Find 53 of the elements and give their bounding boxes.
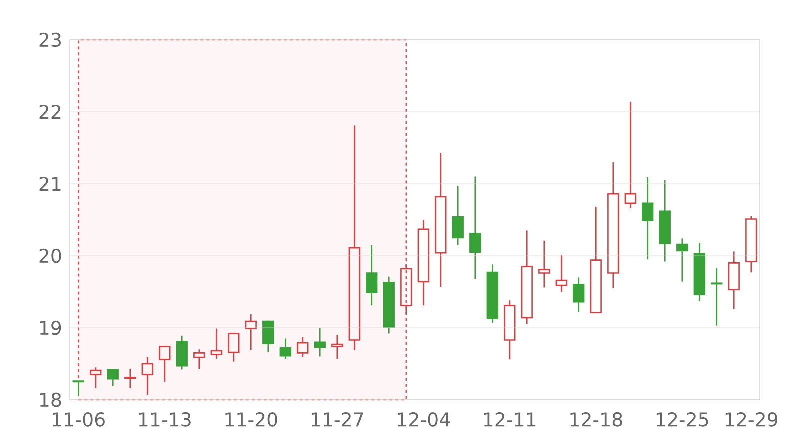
candlestick: [124, 368, 136, 390]
candlestick: [348, 125, 360, 351]
candlestick: [366, 244, 378, 306]
candlestick: [573, 276, 585, 313]
candlestick: [711, 268, 723, 326]
candlestick: [608, 162, 620, 290]
candlestick: [245, 314, 257, 351]
candlestick: [676, 238, 688, 283]
x-tick-label: 12-25: [656, 412, 708, 427]
candlestick: [142, 356, 154, 396]
candlestick: [435, 152, 447, 288]
candlestick: [538, 240, 550, 288]
x-tick-label: 11-20: [226, 412, 278, 427]
x-tick-label: 12-11: [484, 412, 536, 427]
candlestick: [521, 230, 533, 326]
x-tick-label: 11-06: [53, 412, 105, 427]
candlestick: [694, 242, 706, 302]
candlestick: [642, 176, 654, 260]
y-tick-label: 20: [40, 248, 62, 264]
y-tick-label: 18: [40, 392, 62, 408]
candlestick: [486, 264, 498, 324]
candlestick: [159, 346, 171, 383]
y-tick-label: 21: [40, 176, 61, 192]
candlestick: [418, 219, 430, 306]
x-tick-label: 11-27: [312, 412, 364, 427]
candlestick: [659, 180, 671, 262]
candlestick: [176, 335, 188, 370]
candlestick: [332, 334, 344, 360]
candlestick: [297, 336, 309, 358]
x-tick-label: 11-13: [139, 412, 191, 427]
candlestick: [590, 206, 602, 314]
candlestick: [280, 338, 292, 360]
candlestick: [72, 380, 84, 398]
candlestick: [90, 366, 102, 390]
candlestick: [504, 300, 516, 360]
candlestick: [728, 251, 740, 310]
x-tick-label: 12-29: [726, 412, 778, 427]
candlestick: [624, 101, 636, 210]
candlestick: [470, 176, 482, 280]
x-tick-label: 12-18: [570, 412, 622, 427]
x-tick-label: 12-04: [398, 412, 450, 427]
candlestick: [228, 333, 240, 362]
y-tick-label: 22: [40, 104, 61, 120]
candlestick: [452, 186, 464, 246]
candlestick: [556, 254, 568, 293]
candlestick: [314, 327, 326, 358]
y-tick-label: 23: [40, 32, 61, 48]
candlestick: [746, 216, 758, 274]
candlestick: [107, 369, 119, 387]
candlestick: [383, 276, 395, 334]
y-tick-label: 19: [40, 320, 62, 336]
candlestick: [210, 328, 222, 360]
candlestick: [194, 348, 206, 370]
